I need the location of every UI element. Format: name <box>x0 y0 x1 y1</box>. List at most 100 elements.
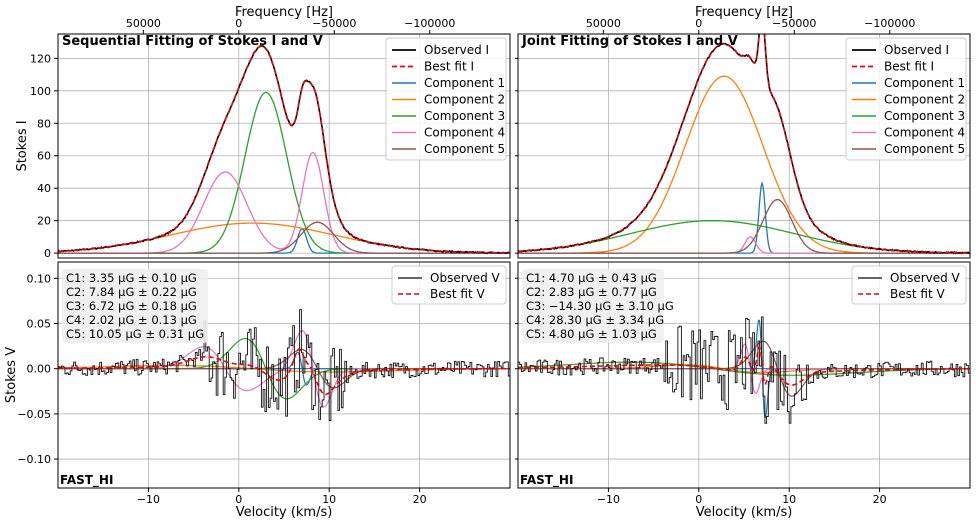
x-tick-label: 10 <box>782 493 796 506</box>
panel-title: Sequential Fitting of Stokes I and V <box>62 34 323 49</box>
legend-i-label: Component 1 <box>884 76 965 90</box>
field-sep: : <box>81 327 89 341</box>
legend-i-box <box>385 37 507 161</box>
y-tick-label: 0.05 <box>27 317 52 330</box>
x-axis-label: Velocity (km/s) <box>696 505 793 520</box>
field-row: C2: 7.84 µG ± 0.22 µG <box>66 285 197 299</box>
observed-v-line <box>58 309 510 421</box>
legend-i-label: Observed I <box>424 43 489 57</box>
field-label: C3 <box>66 299 81 313</box>
freq-tick-label: 50000 <box>586 17 621 30</box>
v-component-5-line <box>518 340 970 397</box>
stokes-v-plot <box>58 309 510 421</box>
field-sep: : <box>81 313 89 327</box>
field-box <box>62 269 208 343</box>
field-sep: : <box>541 313 549 327</box>
y-tick-label: 60 <box>37 150 51 163</box>
field-sep: : <box>81 285 89 299</box>
panel-title: Joint Fitting of Stokes I and V <box>521 34 738 49</box>
field-label: C2 <box>526 285 541 299</box>
legend-i-label: Component 5 <box>884 142 965 156</box>
field-label: C5 <box>526 327 541 341</box>
legend-i-label: Component 4 <box>884 126 965 140</box>
field-label: C4 <box>66 313 81 327</box>
panel-1: −10 0 10 20 Velocity (km/s) 50000 0 −50000 −1000… <box>4 5 511 520</box>
y-tick-label: 120 <box>30 52 51 65</box>
legend-i-label: Component 2 <box>424 93 505 107</box>
field-label: C4 <box>526 313 541 327</box>
freq-axis-label: Frequency [Hz] <box>695 5 793 20</box>
component-4-line <box>58 151 510 254</box>
field-row: C3: 6.72 µG ± 0.18 µG <box>66 299 197 313</box>
freq-tick-label: 0 <box>235 17 242 30</box>
field-sep: : <box>81 299 89 313</box>
stokes-i-plot <box>58 44 510 255</box>
stokes-v-plot <box>518 316 970 424</box>
field-row: C5: 10.05 µG ± 0.31 µG <box>66 327 204 341</box>
field-label: C1 <box>526 271 541 285</box>
freq-tick-label: 0 <box>695 17 702 30</box>
field-row: C4: 28.30 µG ± 3.34 µG <box>526 313 664 327</box>
y-tick-label: 100 <box>30 85 51 98</box>
field-row: C2: 2.83 µG ± 0.77 µG <box>526 285 657 299</box>
freq-tick-label: −100000 <box>864 17 915 30</box>
legend-i-label: Best fit I <box>884 60 934 74</box>
field-row: C1: 4.70 µG ± 0.43 µG <box>526 271 657 285</box>
y-tick-label: 80 <box>37 117 51 130</box>
freq-axis-label: Frequency [Hz] <box>235 5 333 20</box>
axes-frame <box>57 261 511 489</box>
field-sep: : <box>541 327 549 341</box>
axes-frame <box>517 33 971 259</box>
legend-i-label: Component 1 <box>424 76 505 90</box>
field-value: 10.05 µG ± 0.31 µG <box>89 327 204 341</box>
axes-frame <box>57 33 511 259</box>
legend-i-box <box>845 37 967 161</box>
component-5-line <box>518 198 970 254</box>
legend-v-label: Observed V <box>430 271 501 285</box>
field-value: 2.83 µG ± 0.77 µG <box>549 285 657 299</box>
stokes-i-plot <box>518 34 970 255</box>
field-value: 28.30 µG ± 3.34 µG <box>549 313 664 327</box>
legend-v-label: Best fit V <box>430 287 485 301</box>
component-5-line <box>58 221 510 254</box>
freq-tick-label: 50000 <box>126 17 161 30</box>
best-fit-v-line <box>58 348 510 396</box>
y-tick-label: 20 <box>37 215 51 228</box>
field-sep: : <box>541 299 549 313</box>
field-value: 3.35 µG ± 0.10 µG <box>89 271 197 285</box>
legend-v-label: Best fit V <box>890 287 945 301</box>
x-tick-label: −10 <box>597 493 620 506</box>
legend-i-label: Observed I <box>884 43 949 57</box>
field-value: −14.30 µG ± 3.10 µG <box>549 299 674 313</box>
observed-v-line <box>518 316 970 424</box>
legend-i-label: Component 3 <box>884 109 965 123</box>
legend-i-label: Component 3 <box>424 109 505 123</box>
field-value: 4.80 µG ± 1.03 µG <box>549 327 657 341</box>
legend-i-label: Component 4 <box>424 126 505 140</box>
y-tick-label: −0.05 <box>17 408 51 421</box>
field-row: C5: 4.80 µG ± 1.03 µG <box>526 327 657 341</box>
field-sep: : <box>81 271 89 285</box>
y-tick-label: 0.00 <box>27 363 52 376</box>
field-value: 4.70 µG ± 0.43 µG <box>549 271 657 285</box>
field-sep: : <box>541 285 549 299</box>
panel-2: −10 0 10 20 Velocity (km/s) 50000 0 −50000 −1000… <box>515 5 971 520</box>
field-label: C2 <box>66 285 81 299</box>
legend-v-label: Observed V <box>890 271 961 285</box>
v-component-3-line <box>518 361 970 376</box>
field-label: C1 <box>66 271 81 285</box>
field-row: C4: 2.02 µG ± 0.13 µG <box>66 313 197 327</box>
y-tick-label: 0.10 <box>27 272 52 285</box>
field-value: 2.02 µG ± 0.13 µG <box>89 313 197 327</box>
legend-i-label: Best fit I <box>424 60 474 74</box>
best-fit-i-line <box>58 45 510 254</box>
x-tick-label: 0 <box>695 493 702 506</box>
y-tick-label: 0 <box>44 247 51 260</box>
watermark-label: FAST_HI <box>520 473 573 488</box>
field-label: C5 <box>66 327 81 341</box>
x-tick-label: −10 <box>137 493 160 506</box>
axes-frame <box>517 261 971 489</box>
field-label: C3 <box>526 299 541 313</box>
field-row: C1: 3.35 µG ± 0.10 µG <box>66 271 197 285</box>
